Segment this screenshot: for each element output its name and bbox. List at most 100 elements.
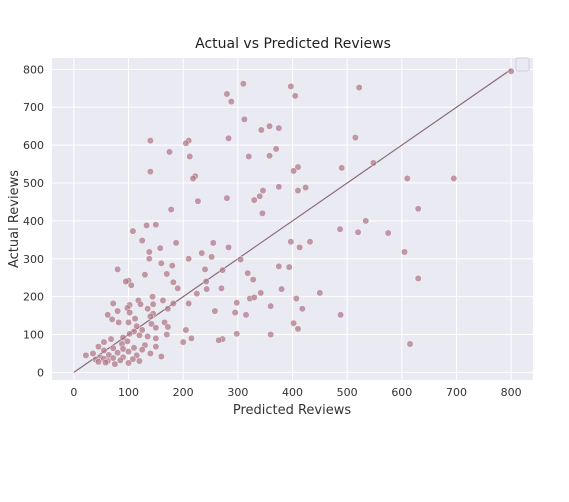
data-point	[131, 315, 139, 323]
data-point	[164, 323, 172, 331]
data-point	[109, 344, 117, 352]
y-tick-label: 700	[23, 101, 44, 114]
data-point	[316, 289, 324, 297]
data-points	[82, 67, 515, 368]
data-point	[225, 134, 232, 142]
data-point	[179, 338, 187, 346]
y-tick-label: 0	[37, 366, 44, 379]
data-point	[89, 350, 97, 357]
data-point	[259, 209, 266, 217]
data-point	[156, 244, 164, 252]
data-point	[157, 259, 165, 267]
data-point	[233, 299, 241, 307]
data-point	[250, 196, 258, 204]
data-point	[152, 343, 160, 351]
data-point	[239, 80, 247, 88]
data-point	[294, 325, 302, 333]
data-point	[203, 285, 211, 293]
x-tick-label: 0	[70, 386, 77, 399]
data-point	[287, 238, 295, 246]
data-point	[146, 137, 154, 144]
data-point	[275, 124, 283, 132]
data-point	[351, 134, 359, 141]
data-point	[152, 334, 160, 342]
data-point	[136, 357, 143, 365]
data-point	[215, 336, 223, 344]
data-point	[369, 159, 377, 167]
data-point	[116, 356, 124, 364]
data-point	[384, 229, 392, 237]
data-point	[129, 227, 137, 235]
x-tick-label: 700	[446, 386, 467, 399]
data-point	[125, 319, 132, 326]
y-axis-label: Actual Reviews	[7, 170, 22, 268]
data-point	[233, 330, 241, 338]
data-point	[267, 302, 275, 310]
data-point	[119, 345, 127, 353]
data-point	[287, 83, 295, 90]
data-point	[275, 262, 283, 270]
data-point	[256, 192, 264, 200]
data-point	[223, 90, 231, 98]
data-point	[187, 334, 195, 342]
data-point	[95, 358, 102, 366]
y-tick-label: 800	[23, 63, 44, 76]
data-point	[144, 305, 152, 313]
data-point	[109, 300, 117, 307]
data-point	[167, 206, 175, 213]
data-point	[104, 311, 112, 319]
x-tick-label: 200	[173, 386, 194, 399]
data-point	[267, 331, 275, 338]
data-point	[136, 331, 143, 339]
data-point	[111, 360, 119, 368]
data-point	[163, 331, 171, 338]
data-point	[450, 175, 458, 182]
data-point	[163, 270, 171, 278]
data-point	[231, 309, 239, 316]
data-point	[148, 320, 155, 328]
data-point	[138, 326, 146, 334]
x-tick-label: 400	[282, 386, 303, 399]
y-axis-ticks: 0 100 200 300 400 500 600 700 800	[23, 63, 44, 379]
data-point	[298, 305, 306, 313]
data-point	[354, 228, 362, 236]
reference-line	[73, 68, 512, 373]
data-point	[294, 163, 302, 171]
data-point	[290, 167, 297, 175]
y-tick-label: 600	[23, 139, 44, 152]
data-point	[145, 248, 153, 256]
data-point	[291, 92, 299, 100]
data-point	[227, 98, 235, 105]
data-point	[201, 265, 209, 273]
data-point	[185, 255, 193, 263]
data-point	[223, 194, 231, 202]
data-point	[102, 359, 109, 366]
data-point	[242, 311, 250, 319]
data-point	[149, 300, 157, 308]
x-tick-label: 300	[227, 386, 248, 399]
data-point	[124, 337, 131, 345]
data-point	[127, 281, 135, 289]
data-point	[108, 315, 116, 323]
data-point	[169, 300, 177, 307]
data-point	[193, 290, 201, 298]
data-point	[244, 269, 252, 277]
data-point	[250, 294, 258, 301]
data-point	[137, 300, 144, 308]
data-point	[292, 295, 300, 302]
data-point	[218, 284, 225, 292]
data-point	[82, 351, 90, 359]
data-point	[172, 239, 180, 247]
data-point	[174, 284, 182, 292]
data-point	[146, 350, 154, 357]
chart-title: Actual vs Predicted Reviews	[195, 36, 391, 52]
data-point	[119, 334, 127, 341]
data-point	[141, 271, 149, 279]
data-point	[100, 347, 108, 354]
data-point	[133, 322, 141, 330]
data-point	[138, 346, 146, 354]
data-point	[143, 222, 150, 229]
data-point	[290, 319, 297, 327]
data-point	[336, 225, 344, 233]
